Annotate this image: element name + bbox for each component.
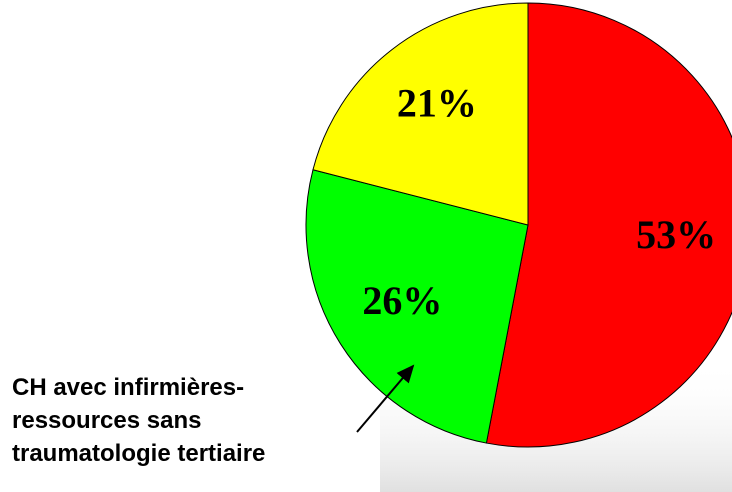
annotation-arrow xyxy=(356,364,415,433)
annotation: CH avec infirmières-ressources sans traum… xyxy=(12,374,265,467)
pie: 53% 26% 21% xyxy=(305,2,732,448)
pie-slice xyxy=(312,2,529,226)
annotation-line: traumatologie tertiaire xyxy=(12,440,265,467)
slice-label: 26% xyxy=(362,278,442,323)
pie-slice xyxy=(305,169,529,444)
pie-slice xyxy=(485,2,732,448)
annotation-line: CH avec infirmières- xyxy=(12,374,244,401)
slice-label: 53% xyxy=(636,212,716,257)
slice-label: 21% xyxy=(397,81,477,126)
annotation-line: ressources sans xyxy=(12,407,201,434)
